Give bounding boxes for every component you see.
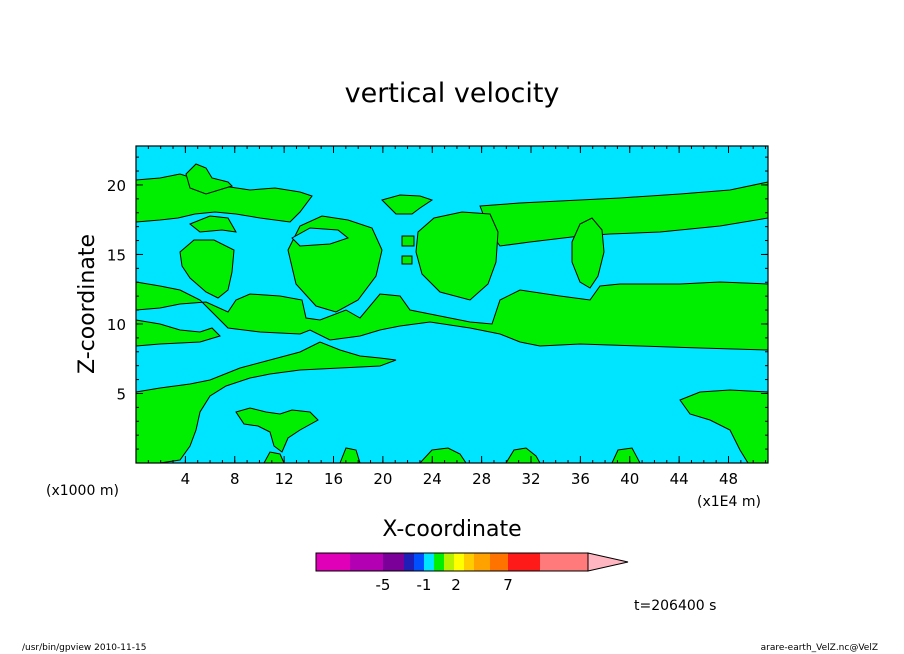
colorbar-swatch [454,553,464,571]
bulb-center-inner [291,227,350,247]
chart-title: vertical velocity [345,78,560,109]
colorbar-swatch [383,553,404,571]
bulb-center-right [415,211,499,301]
time-label: t=206400 s [634,598,716,614]
colorbar-swatch [404,553,414,571]
x-tick-label: 48 [719,470,738,488]
colorbar-label: 7 [503,576,513,594]
bulb-small-dot [401,255,413,265]
x-tick-label: 12 [275,470,294,488]
colorbar-swatch [350,553,383,571]
x-tick-label: 40 [620,470,639,488]
upper-cap-center [381,194,434,215]
x-tick-label: 44 [670,470,689,488]
plot-frame [135,145,769,464]
x-tick-label: 36 [571,470,590,488]
mid-band-left-lower [136,319,221,347]
y-scale-label: (x1000 m) [46,483,119,499]
colorbar-frame [315,552,589,572]
colorbar-label: 2 [451,576,461,594]
x-tick-label: 20 [373,470,392,488]
footer-left: /usr/bin/gpview 2010-11-15 [22,643,146,653]
axis-ticks [136,146,768,463]
bulb-left [179,239,235,299]
y-tick-label: 20 [107,177,126,195]
colorbar [315,552,629,572]
ridge-plume [136,341,397,463]
y-tick-label: 5 [116,385,126,403]
x-tick-label: 8 [230,470,240,488]
lower-fork [235,407,319,453]
colorbar-swatch [316,553,350,571]
x-tick-label: 24 [423,470,442,488]
colorbar-swatch [464,553,474,571]
bulb-right [571,217,605,289]
x-tick-label: 16 [324,470,343,488]
bulb-small-square [401,235,415,247]
colorbar-swatch [474,553,490,571]
y-tick-label: 15 [107,246,126,264]
colorbar-extension [587,552,629,572]
bottom-bump-e [263,451,285,463]
colorbar-swatch [424,553,434,571]
footer-right: arare-earth_VelZ.nc@VelZ [761,643,878,653]
colorbar-swatch [414,553,424,571]
x-tick-label: 28 [472,470,491,488]
upper-cap-left [185,163,233,195]
bulb-left-small [189,215,237,233]
lower-right-blob [679,389,768,463]
x-axis-title: X-coordinate [382,517,521,542]
x-scale-label: (x1E4 m) [697,494,761,510]
bottom-bump-b [419,447,467,463]
x-tick-label: 4 [181,470,191,488]
colorbar-swatch [444,553,454,571]
x-tick-label: 32 [521,470,540,488]
bottom-bump-d [611,447,641,463]
y-tick-label: 10 [107,316,126,334]
colorbar-swatch [508,553,540,571]
colorbar-swatch [434,553,444,571]
contour-field [136,163,768,463]
colorbar-swatch [490,553,508,571]
y-tick-labels: 5 10 15 20 [107,177,126,404]
bottom-bump-a [339,447,361,463]
colorbar-label: -5 [376,576,391,594]
plot-area [135,145,769,464]
colorbar-swatch [540,553,588,571]
colorbar-label: -1 [417,576,432,594]
mid-band-left [136,281,768,351]
upper-band-right [479,181,768,247]
y-axis-title: Z-coordinate [75,234,100,374]
x-tick-labels: 4 8 12 16 20 24 28 32 36 40 44 48 [181,470,738,488]
